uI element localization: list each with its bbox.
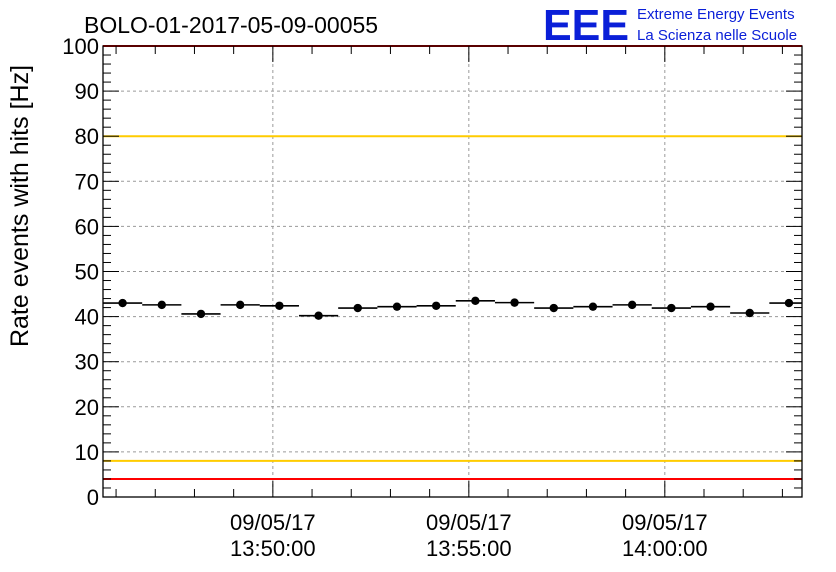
data-point (118, 298, 127, 308)
y-tick-label: 90 (75, 79, 99, 104)
data-series (103, 296, 802, 320)
axis-ticks (103, 45, 802, 498)
data-point (745, 308, 754, 318)
data-point (235, 300, 245, 310)
y-tick-label: 70 (75, 169, 99, 194)
data-point (510, 298, 519, 307)
x-tick-label-date: 09/05/17 (622, 510, 708, 535)
logo-line2: La Scienza nelle Scuole (637, 27, 797, 44)
x-tick-labels: 09/05/1713:50:0009/05/1713:55:0009/05/17… (230, 510, 708, 561)
x-tick-label-time: 14:00:00 (622, 536, 708, 561)
logo-line1: Extreme Energy Events (637, 6, 795, 23)
y-tick-label: 60 (75, 214, 99, 239)
x-tick-label-date: 09/05/17 (426, 510, 512, 535)
data-point (588, 302, 598, 311)
y-tick-label: 20 (75, 395, 99, 420)
y-tick-label: 80 (75, 124, 99, 149)
data-point (431, 301, 441, 310)
y-tick-label: 10 (75, 440, 99, 465)
data-point (392, 302, 402, 311)
y-tick-label: 100 (62, 34, 99, 59)
data-point (353, 303, 362, 313)
data-point (706, 302, 715, 311)
x-tick-label-date: 09/05/17 (230, 510, 316, 535)
data-point (784, 298, 794, 308)
y-tick-label: 0 (87, 485, 99, 510)
y-tick-labels: 0 10 20 30 40 50 60 70 80 90 100 (62, 34, 99, 510)
data-point (549, 303, 558, 313)
logo-mark: EEE (543, 1, 629, 50)
eee-logo: EEE Extreme Energy Events La Scienza nel… (543, 1, 797, 50)
y-axis-label: Rate events with hits [Hz] (6, 65, 34, 347)
data-point (471, 296, 480, 306)
x-tick-label-time: 13:50:00 (230, 536, 316, 561)
grid-lines (103, 46, 802, 497)
reference-lines (103, 45, 802, 480)
data-point (314, 311, 323, 320)
data-point (196, 309, 206, 319)
chart-title: BOLO-01-2017-05-09-00055 (84, 12, 378, 38)
y-tick-label: 30 (75, 350, 99, 375)
data-point (627, 300, 637, 310)
data-point (157, 300, 166, 310)
y-tick-label: 40 (75, 305, 99, 330)
data-point (667, 303, 676, 313)
data-point (275, 301, 284, 310)
x-tick-label-time: 13:55:00 (426, 536, 512, 561)
y-tick-label: 50 (75, 260, 99, 285)
